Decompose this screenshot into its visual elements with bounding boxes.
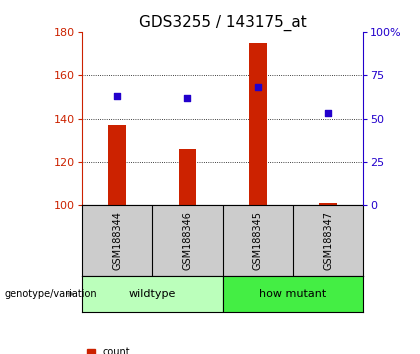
Text: how mutant: how mutant bbox=[259, 289, 327, 299]
Bar bbox=[108, 125, 126, 205]
Title: GDS3255 / 143175_at: GDS3255 / 143175_at bbox=[139, 14, 307, 30]
Text: GSM188347: GSM188347 bbox=[323, 211, 333, 270]
Text: genotype/variation: genotype/variation bbox=[4, 289, 97, 299]
Bar bbox=[82, 276, 223, 312]
Text: GSM188344: GSM188344 bbox=[112, 211, 122, 270]
Text: GSM188346: GSM188346 bbox=[182, 211, 192, 270]
Point bbox=[114, 93, 121, 99]
Bar bbox=[319, 203, 337, 205]
Bar bbox=[249, 43, 267, 205]
Point bbox=[255, 85, 261, 90]
Point bbox=[184, 95, 191, 101]
Bar bbox=[178, 149, 196, 205]
Bar bbox=[223, 276, 363, 312]
Legend: count, percentile rank within the sample: count, percentile rank within the sample bbox=[87, 348, 267, 354]
Text: GSM188345: GSM188345 bbox=[253, 211, 263, 270]
Text: wildtype: wildtype bbox=[129, 289, 176, 299]
Point bbox=[325, 110, 331, 116]
